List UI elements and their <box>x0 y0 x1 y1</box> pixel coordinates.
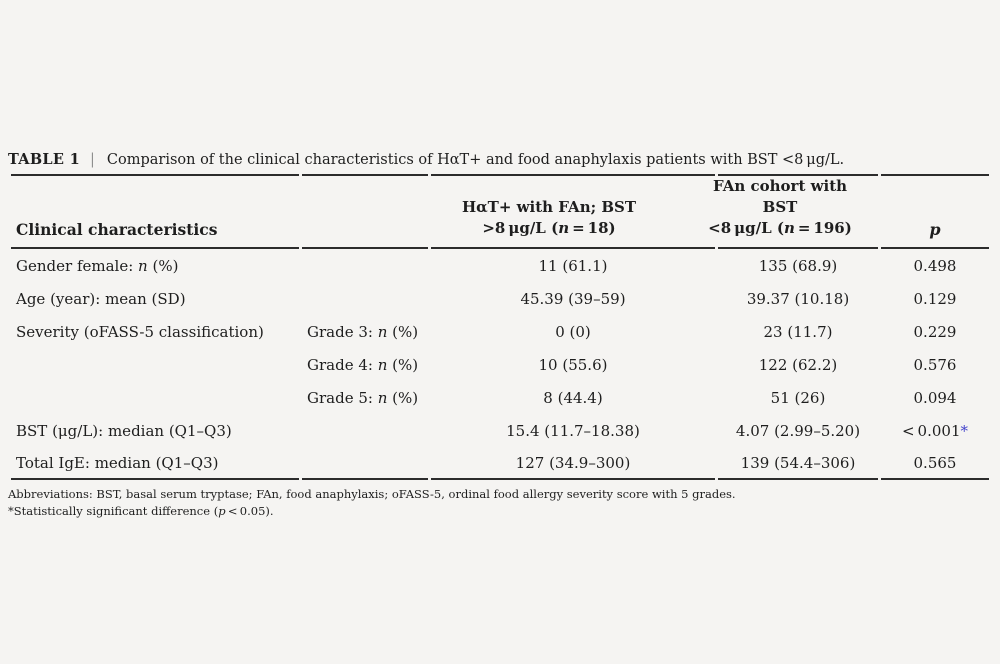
row-sublabel <box>302 414 428 447</box>
header-hat-cohort: HαT+ with FAn; BST >8 μg/L (n = 18) <box>431 174 715 249</box>
p-italic: p <box>218 503 226 518</box>
p-value: 0.565 <box>881 447 989 480</box>
table-row: Grade 5: n (%) 8 (44.4) 51 (26) 0.094 <box>11 381 989 414</box>
table-caption: TABLE 1 | Comparison of the clinical chara… <box>8 150 992 170</box>
table-body: Gender female: n (%) 11 (61.1) 135 (68.9… <box>11 249 989 480</box>
significance-star: * <box>960 421 969 440</box>
table-header: Clinical characteristics HαT+ with FAn; … <box>11 174 989 249</box>
row-sublabel: Grade 3: n (%) <box>307 322 419 341</box>
table-row: Severity (oFASS-5 classification) Grade … <box>11 315 989 348</box>
header-subcategory-spacer <box>302 174 428 249</box>
header-fan-cohort-line2: <8 μg/L (n = 196) <box>708 219 852 237</box>
fan-cohort-value: 23 (11.7) <box>763 322 833 341</box>
row-sublabel <box>302 282 428 315</box>
p-value: < 0.001* <box>901 421 969 440</box>
row-label: Age (year): mean (SD) <box>16 289 186 308</box>
article-table-figure: TABLE 1 | Comparison of the clinical chara… <box>8 150 992 519</box>
row-label: BST (μg/L): median (Q1–Q3) <box>16 421 232 440</box>
footnotes: Abbreviations: BST, basal serum tryptase… <box>8 486 992 519</box>
hat-cohort-value: 8 (44.4) <box>543 388 603 407</box>
n-italic: n <box>377 355 388 374</box>
row-label <box>11 348 299 381</box>
row-label: Severity (oFASS-5 classification) <box>16 322 264 341</box>
header-fan-cohort-line1: FAn cohort with BST <box>712 177 848 216</box>
abbreviations-footnote: Abbreviations: BST, basal serum tryptase… <box>8 487 736 501</box>
p-value: 0.576 <box>913 355 957 374</box>
fan-cohort-value: 122 (62.2) <box>758 355 838 374</box>
row-label: Total IgE: median (Q1–Q3) <box>11 447 299 480</box>
caption-text: Comparison of the clinical characteristi… <box>106 152 845 168</box>
table-row: Total IgE: median (Q1–Q3) 127 (34.9–300)… <box>11 447 989 480</box>
hat-cohort-value: 10 (55.6) <box>538 355 608 374</box>
table-row: Gender female: n (%) 11 (61.1) 135 (68.9… <box>11 249 989 282</box>
n-italic: n <box>558 219 570 237</box>
caption-separator: | <box>90 152 95 168</box>
header-clinical-characteristics: Clinical characteristics <box>11 174 299 249</box>
table-number-label: TABLE 1 <box>8 151 80 168</box>
row-label <box>11 381 299 414</box>
row-sublabel: Grade 4: n (%) <box>307 355 419 374</box>
hat-cohort-value: 127 (34.9–300) <box>431 447 715 480</box>
hat-cohort-value: 0 (0) <box>555 322 591 341</box>
header-hat-cohort-line1: HαT+ with FAn; BST <box>461 198 637 216</box>
n-italic: n <box>783 219 795 237</box>
hat-cohort-value: 45.39 (39–59) <box>520 289 626 308</box>
hat-cohort-value: 11 (61.1) <box>538 256 608 275</box>
significance-footnote: *Statistically significant difference (p… <box>8 503 274 518</box>
n-italic: n <box>377 388 388 407</box>
header-hat-cohort-line2: >8 μg/L (n = 18) <box>482 219 616 237</box>
fan-cohort-value: 139 (54.4–306) <box>718 447 878 480</box>
row-label: Gender female: n (%) <box>16 256 179 275</box>
row-sublabel <box>302 447 428 480</box>
header-p-value: p <box>881 174 989 249</box>
table-row: Age (year): mean (SD) 45.39 (39–59) 39.3… <box>11 282 989 315</box>
fan-cohort-value: 4.07 (2.99–5.20) <box>735 421 861 440</box>
hat-cohort-value: 15.4 (11.7–18.38) <box>506 421 640 440</box>
n-italic: n <box>138 256 148 275</box>
fan-cohort-value: 39.37 (10.18) <box>746 289 850 308</box>
row-sublabel <box>302 249 428 282</box>
comparison-table: Clinical characteristics HαT+ with FAn; … <box>8 174 992 480</box>
row-sublabel: Grade 5: n (%) <box>307 388 419 407</box>
fan-cohort-value: 51 (26) <box>770 388 826 407</box>
table-row: Grade 4: n (%) 10 (55.6) 122 (62.2) 0.57… <box>11 348 989 381</box>
header-fan-cohort: FAn cohort with BST <8 μg/L (n = 196) <box>708 174 878 249</box>
p-value: 0.094 <box>913 388 957 407</box>
n-italic: n <box>377 322 388 341</box>
fan-cohort-value: 135 (68.9) <box>758 256 838 275</box>
p-value: 0.498 <box>913 256 957 275</box>
p-value: 0.129 <box>913 289 957 308</box>
table-row: BST (μg/L): median (Q1–Q3) 15.4 (11.7–18… <box>11 414 989 447</box>
p-value: 0.229 <box>913 322 957 341</box>
